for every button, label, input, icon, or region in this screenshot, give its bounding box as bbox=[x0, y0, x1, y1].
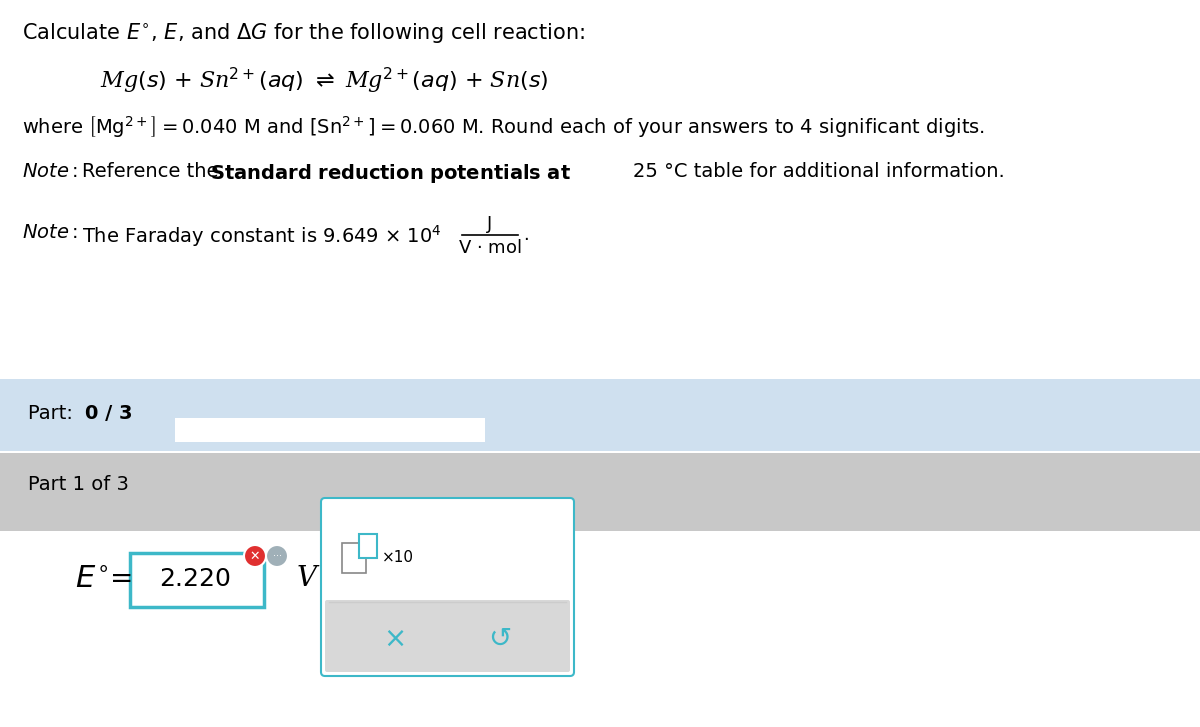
Text: 2.220: 2.220 bbox=[160, 567, 230, 591]
Circle shape bbox=[244, 545, 266, 567]
Text: $E^{\circ}$: $E^{\circ}$ bbox=[74, 563, 108, 595]
FancyBboxPatch shape bbox=[0, 379, 1200, 451]
FancyBboxPatch shape bbox=[359, 534, 377, 558]
Text: ↺: ↺ bbox=[488, 625, 511, 653]
Text: 25 °C table for additional information.: 25 °C table for additional information. bbox=[634, 162, 1004, 181]
Text: ×10: ×10 bbox=[382, 550, 414, 566]
FancyBboxPatch shape bbox=[322, 498, 574, 676]
Text: $\it{Note:}$: $\it{Note:}$ bbox=[22, 223, 78, 242]
Text: =: = bbox=[110, 565, 133, 593]
Text: .: . bbox=[523, 226, 529, 244]
Text: where $\left[\mathrm{Mg}^{2+}\right] = 0.040$ M and $\left[\mathrm{Sn}^{2+}\righ: where $\left[\mathrm{Mg}^{2+}\right] = 0… bbox=[22, 114, 985, 140]
Text: V: V bbox=[298, 566, 317, 593]
Circle shape bbox=[266, 545, 288, 567]
Text: Mg$(s)$ + Sn$^{2+}$$(aq)$ $\rightleftharpoons$ Mg$^{2+}$$(aq)$ + Sn$(s)$: Mg$(s)$ + Sn$^{2+}$$(aq)$ $\rightlefthar… bbox=[100, 66, 548, 96]
Text: $\mathbf{Standard\ reduction\ potentials\ at}$: $\mathbf{Standard\ reduction\ potentials… bbox=[210, 162, 571, 185]
Text: The Faraday constant is 9.649 × 10$^{4}$: The Faraday constant is 9.649 × 10$^{4}$ bbox=[82, 223, 442, 249]
Text: Calculate $E^{\circ}$, $E$, and $\Delta G$ for the following cell reaction:: Calculate $E^{\circ}$, $E$, and $\Delta … bbox=[22, 21, 584, 45]
Text: V $\cdot$ mol: V $\cdot$ mol bbox=[458, 239, 522, 257]
FancyBboxPatch shape bbox=[342, 543, 366, 573]
Text: J: J bbox=[487, 215, 493, 233]
FancyBboxPatch shape bbox=[0, 453, 1200, 531]
Text: ···: ··· bbox=[272, 551, 282, 561]
Text: Part:: Part: bbox=[28, 404, 79, 423]
FancyBboxPatch shape bbox=[130, 553, 264, 607]
Text: Reference the: Reference the bbox=[82, 162, 224, 181]
FancyBboxPatch shape bbox=[0, 531, 1200, 727]
Text: $\it{Note:}$: $\it{Note:}$ bbox=[22, 162, 78, 181]
Text: ✕: ✕ bbox=[250, 550, 260, 563]
Text: ×: × bbox=[383, 625, 407, 653]
FancyBboxPatch shape bbox=[175, 418, 485, 442]
Text: 0 / 3: 0 / 3 bbox=[85, 404, 132, 423]
Text: Part 1 of 3: Part 1 of 3 bbox=[28, 475, 128, 494]
FancyBboxPatch shape bbox=[325, 600, 570, 672]
